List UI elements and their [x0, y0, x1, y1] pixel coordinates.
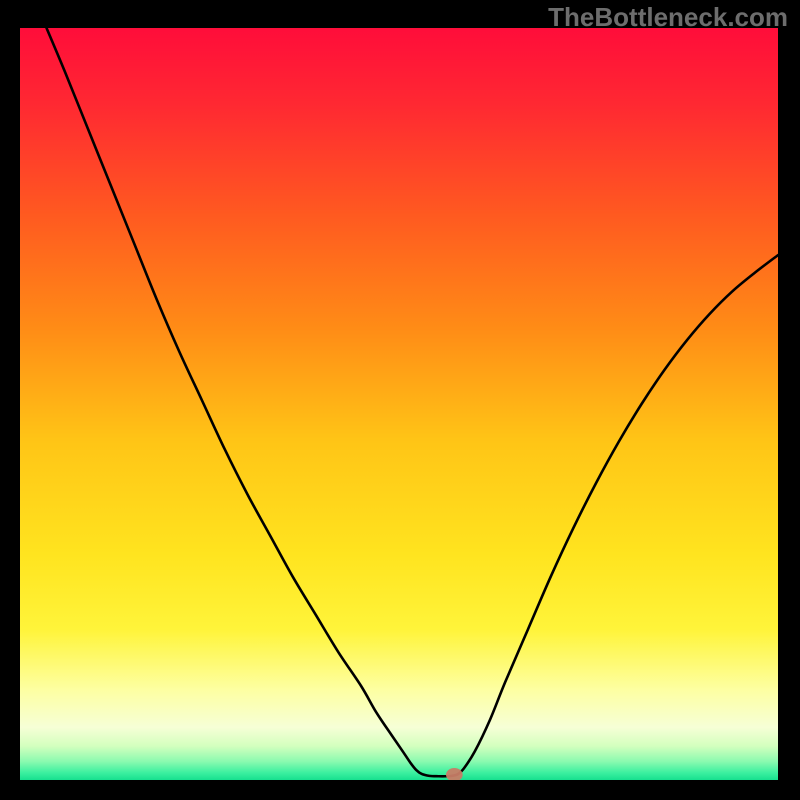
- plot-area: [20, 28, 778, 780]
- gradient-background: [20, 28, 778, 780]
- attribution-label: TheBottleneck.com: [548, 2, 788, 33]
- chart-svg: [20, 28, 778, 780]
- chart-frame: TheBottleneck.com: [0, 0, 800, 800]
